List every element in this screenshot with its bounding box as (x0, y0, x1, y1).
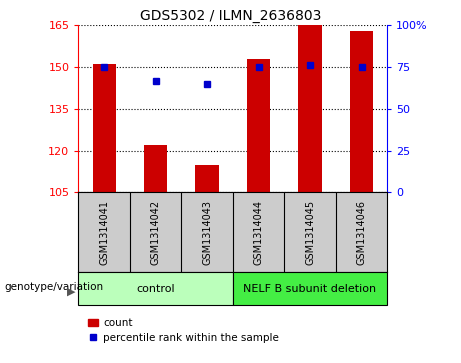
Bar (298, 25, 322, 192)
Bar (93, 64, 116, 192)
Text: GSM1314043: GSM1314043 (202, 200, 212, 265)
Text: GSM1314042: GSM1314042 (151, 200, 160, 265)
Bar (195, 164, 219, 192)
Text: GSM1314044: GSM1314044 (254, 200, 264, 265)
Text: GSM1314046: GSM1314046 (356, 200, 366, 265)
Text: GDS5302 / ILMN_2636803: GDS5302 / ILMN_2636803 (140, 9, 321, 23)
Bar (233, 272, 387, 305)
Bar (247, 59, 270, 192)
Bar (144, 145, 167, 192)
Text: control: control (136, 284, 175, 294)
Bar (78, 272, 233, 305)
Legend: count, percentile rank within the sample: count, percentile rank within the sample (83, 314, 284, 347)
Text: GSM1314045: GSM1314045 (305, 200, 315, 265)
Text: GSM1314041: GSM1314041 (99, 200, 109, 265)
Text: ▶: ▶ (67, 286, 75, 297)
Bar (350, 31, 373, 192)
Text: NELF B subunit deletion: NELF B subunit deletion (243, 284, 377, 294)
Text: genotype/variation: genotype/variation (5, 282, 104, 292)
